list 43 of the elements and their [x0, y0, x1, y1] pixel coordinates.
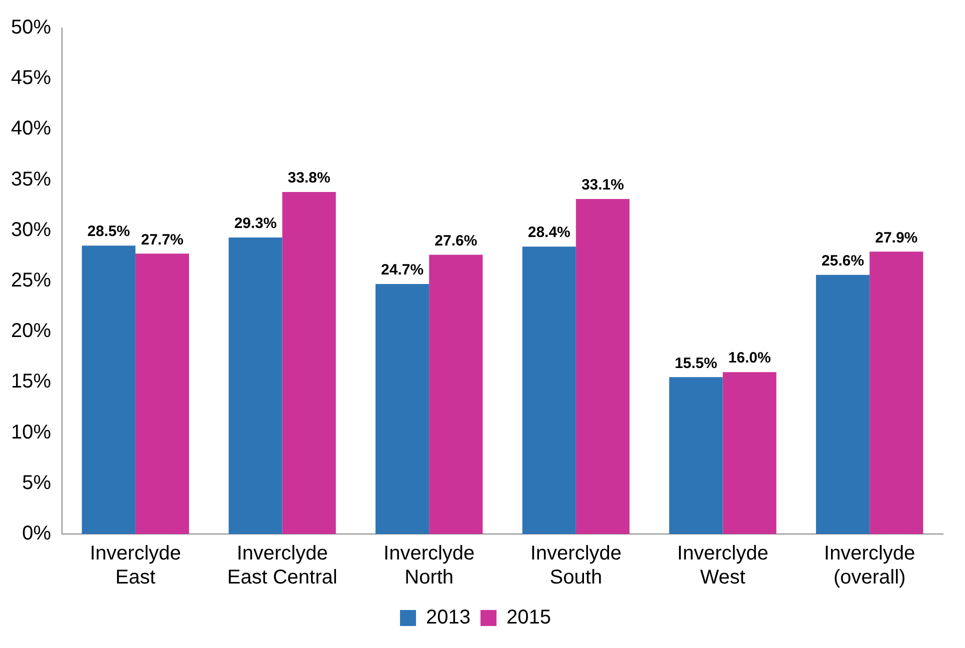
y-tick-label: 5%	[22, 472, 52, 494]
bar	[135, 254, 190, 534]
legend-label: 2013	[426, 606, 471, 629]
y-tick-label: 45%	[11, 67, 52, 90]
data-label: 24.7%	[381, 262, 424, 279]
bar	[82, 246, 136, 534]
data-label: 33.1%	[581, 176, 624, 194]
data-label: 27.6%	[434, 232, 478, 250]
data-label: 27.7%	[140, 231, 184, 248]
bar	[522, 246, 576, 534]
x-tick-label: Inverclyde West	[677, 542, 768, 589]
data-label: 29.3%	[234, 215, 277, 232]
bar	[576, 199, 630, 534]
x-tick-label: Inverclyde South	[530, 542, 622, 589]
bar	[228, 237, 282, 534]
bar	[722, 372, 776, 534]
y-tick-label: 40%	[11, 118, 52, 140]
y-tick-label: 0%	[22, 522, 52, 545]
data-label: 16.0%	[728, 350, 771, 367]
y-tick-label: 20%	[11, 320, 52, 342]
y-tick-label: 25%	[11, 270, 52, 292]
x-tick-label: Inverclyde (overall)	[824, 542, 916, 589]
y-tick-label: 50%	[11, 16, 52, 39]
data-label: 28.5%	[87, 223, 130, 240]
y-tick-label: 35%	[11, 168, 52, 190]
x-tick-label: Inverclyde East Central	[227, 542, 338, 589]
y-tick-label: 15%	[11, 370, 52, 393]
y-tick-label: 30%	[11, 218, 52, 241]
x-tick-label: Inverclyde East	[90, 542, 182, 589]
data-label: 25.6%	[822, 252, 864, 270]
data-label: 33.8%	[288, 170, 330, 187]
legend-label: 2015	[506, 606, 551, 629]
bar	[870, 252, 924, 534]
data-label: 28.4%	[528, 224, 570, 242]
data-label: 15.5%	[674, 354, 718, 372]
bar	[816, 274, 870, 534]
data-label: 27.9%	[875, 229, 918, 246]
x-tick-label: Inverclyde North	[384, 542, 475, 589]
y-tick-label: 10%	[11, 421, 52, 444]
bar	[429, 254, 483, 534]
bar	[376, 284, 430, 534]
bar	[669, 377, 723, 534]
bar	[282, 192, 336, 534]
